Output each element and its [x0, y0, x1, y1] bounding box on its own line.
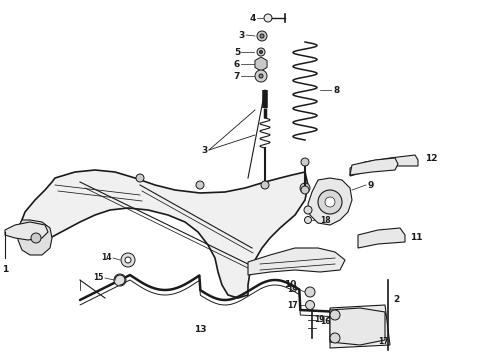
Text: 11: 11 [410, 233, 422, 242]
Text: 9: 9 [368, 180, 374, 189]
Circle shape [260, 34, 264, 38]
Circle shape [114, 274, 126, 286]
Text: 19: 19 [315, 315, 325, 324]
Polygon shape [248, 248, 345, 275]
Circle shape [125, 257, 131, 263]
Circle shape [304, 216, 312, 224]
Polygon shape [308, 178, 352, 225]
Circle shape [261, 181, 269, 189]
Text: 3: 3 [239, 31, 245, 40]
Circle shape [259, 74, 263, 78]
Circle shape [121, 253, 135, 267]
Circle shape [260, 50, 263, 54]
Circle shape [300, 183, 310, 193]
Circle shape [305, 287, 315, 297]
Text: 2: 2 [393, 296, 399, 305]
Circle shape [257, 31, 267, 41]
Circle shape [318, 190, 342, 214]
Circle shape [257, 48, 265, 56]
Polygon shape [350, 158, 398, 175]
Text: 17: 17 [287, 301, 298, 310]
Polygon shape [5, 222, 48, 240]
Circle shape [301, 158, 309, 166]
Circle shape [305, 301, 315, 310]
Text: 12: 12 [425, 153, 438, 162]
Circle shape [301, 186, 309, 194]
Circle shape [325, 197, 335, 207]
Text: 4: 4 [249, 14, 256, 23]
Text: 8: 8 [333, 86, 339, 95]
Text: 7: 7 [234, 72, 240, 81]
Circle shape [255, 70, 267, 82]
Text: 3: 3 [202, 145, 208, 154]
Text: 10: 10 [284, 280, 296, 289]
Text: 14: 14 [101, 253, 112, 262]
Text: 5: 5 [234, 48, 240, 57]
Text: 17: 17 [320, 203, 331, 212]
Circle shape [264, 14, 272, 22]
Circle shape [304, 206, 312, 214]
Polygon shape [330, 305, 390, 348]
Text: 18: 18 [320, 216, 331, 225]
Text: 16: 16 [320, 318, 330, 327]
Polygon shape [330, 308, 385, 345]
Circle shape [330, 333, 340, 343]
Polygon shape [20, 170, 308, 298]
Text: 6: 6 [234, 59, 240, 68]
Text: 1: 1 [2, 265, 8, 274]
Circle shape [31, 233, 41, 243]
Text: 17: 17 [378, 338, 389, 346]
Text: 13: 13 [194, 325, 206, 334]
Text: 15: 15 [94, 274, 104, 283]
Polygon shape [255, 57, 267, 71]
Text: 19: 19 [288, 285, 298, 294]
Polygon shape [358, 228, 405, 248]
Circle shape [136, 174, 144, 182]
Circle shape [330, 310, 340, 320]
Circle shape [196, 181, 204, 189]
Polygon shape [350, 155, 418, 176]
Polygon shape [18, 220, 52, 255]
